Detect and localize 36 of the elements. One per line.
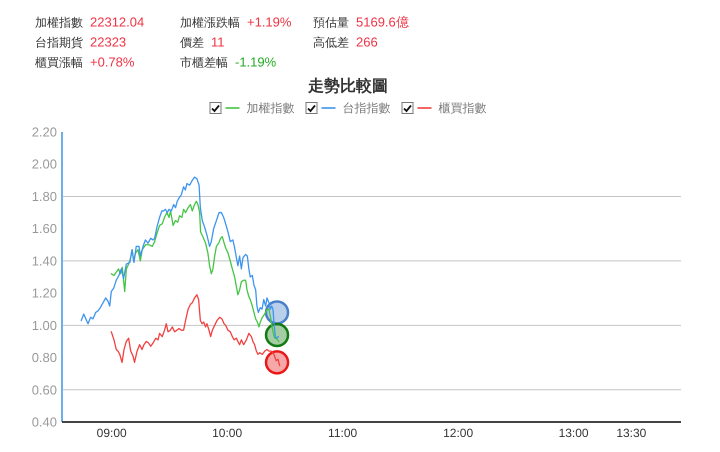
text: 266 [356,34,378,50]
x-tick-label: 09:00 [96,426,127,440]
text: 22312.04 [90,14,144,30]
text: 5169.6億 [356,14,409,30]
y-tick-label: 1.60 [32,221,57,236]
legend-label: 台指指數 [342,101,390,115]
legend-label: 加權指數 [246,101,294,115]
text: 高低差 [313,36,349,50]
chart-title: 走勢比較圖 [307,77,388,95]
y-tick-label: 1.00 [32,318,57,333]
text: 加權漲跌幅 [180,16,240,30]
x-tick-label: 10:00 [212,426,242,440]
y-tick-label: 0.40 [32,414,57,430]
y-tick-label: 1.80 [32,188,57,204]
text: 櫃買漲幅 [35,56,83,70]
y-tick-label: 2.00 [32,156,57,172]
legend-label: 櫃買指數 [438,101,486,115]
text: 市櫃差幅 [180,56,228,70]
y-tick-label: 0.80 [32,350,57,366]
text: 台指期貨 [35,36,83,50]
text: 11 [211,34,224,50]
text: -1.19% [235,54,277,70]
y-tick-label: 0.60 [32,382,57,398]
text: +0.78% [90,54,135,70]
y-tick-label: 1.40 [32,253,57,268]
text: 22323 [90,34,126,50]
text: +1.19% [247,14,292,30]
y-tick-label: 2.20 [32,124,57,140]
y-tick-label: 1.20 [32,286,57,301]
x-tick-label: 11:00 [328,426,358,440]
text: 價差 [180,36,204,50]
text: 預估量 [313,16,349,30]
x-tick-label: 13:00 [558,426,589,440]
x-tick-label: 13:30 [616,426,647,440]
text: 加權指數 [35,16,83,30]
x-tick-label: 12:00 [443,426,474,440]
